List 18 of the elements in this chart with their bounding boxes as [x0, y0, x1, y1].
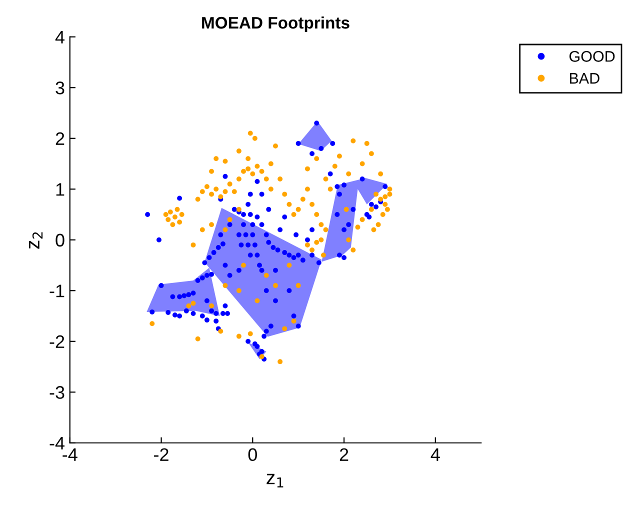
y-tick-label: 0	[56, 234, 64, 247]
y-tick-label: -2	[50, 335, 64, 348]
chart-title: MOEAD Footprints	[202, 16, 350, 32]
y-axis-title: z$_{2}$	[29, 232, 43, 249]
x-tick-label: 4	[430, 448, 440, 461]
legend-label: BAD	[570, 73, 600, 84]
x-tick-label: -2	[154, 448, 168, 461]
y-tick-label: 1	[56, 183, 64, 196]
y-tick-label: 4	[55, 30, 64, 44]
legend-label: GOOD	[569, 51, 615, 62]
y-tick-label: -3	[50, 386, 64, 399]
x-tick-label: 2	[340, 448, 348, 461]
y-tick-label: -4	[50, 437, 64, 450]
y-tick-label: 3	[56, 82, 64, 94]
y-tick-label: 2	[56, 132, 64, 145]
x-tick-label: 0	[248, 448, 257, 462]
x-axis-title: z$_{1}$	[266, 474, 284, 488]
y-tick-label: -1	[50, 284, 64, 298]
